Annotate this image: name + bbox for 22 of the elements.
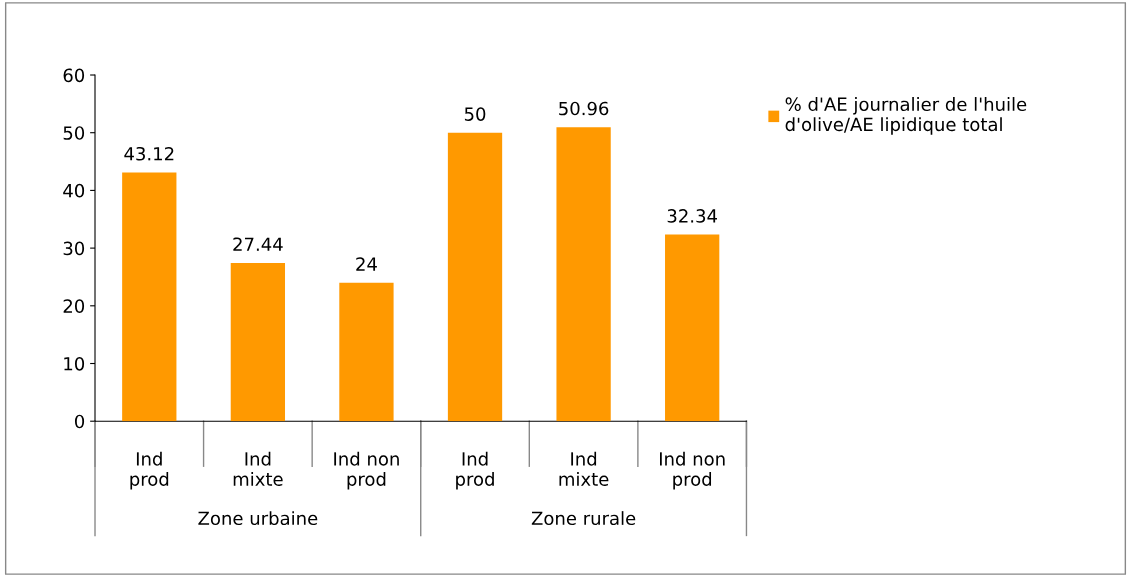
x-tick-label: Ind mixte bbox=[559, 451, 609, 486]
data-label: 32.34 bbox=[667, 209, 717, 223]
x-tick-label: Ind non prod bbox=[659, 451, 725, 490]
x-tick-label: Ind prod bbox=[130, 451, 169, 490]
y-tick-label: 40 bbox=[63, 183, 85, 198]
x-tick-label: Ind mixte bbox=[233, 451, 283, 486]
text: Zone rurale bbox=[531, 511, 636, 526]
x-tick-label: Ind prod bbox=[456, 451, 494, 490]
x-tick-label: Ind non prod bbox=[334, 451, 399, 490]
data-label: 50 bbox=[464, 107, 486, 121]
legend-label: % d'AE journalier de l'huile d'olive/AE lipidique total bbox=[785, 97, 1027, 135]
text: Zone urbaine bbox=[198, 511, 318, 526]
data-label: 27.44 bbox=[233, 237, 283, 251]
y-tick-label: 20 bbox=[63, 299, 85, 313]
y-tick-label: 10 bbox=[64, 356, 85, 371]
data-label: 50.96 bbox=[559, 101, 609, 116]
data-label: 43.12 bbox=[124, 146, 174, 161]
y-tick-label: 0 bbox=[74, 414, 85, 429]
y-tick-label: 30 bbox=[63, 241, 85, 256]
y-tick-label: 50 bbox=[63, 126, 85, 140]
y-tick-label: 60 bbox=[63, 68, 85, 83]
data-label: 24 bbox=[356, 257, 377, 271]
